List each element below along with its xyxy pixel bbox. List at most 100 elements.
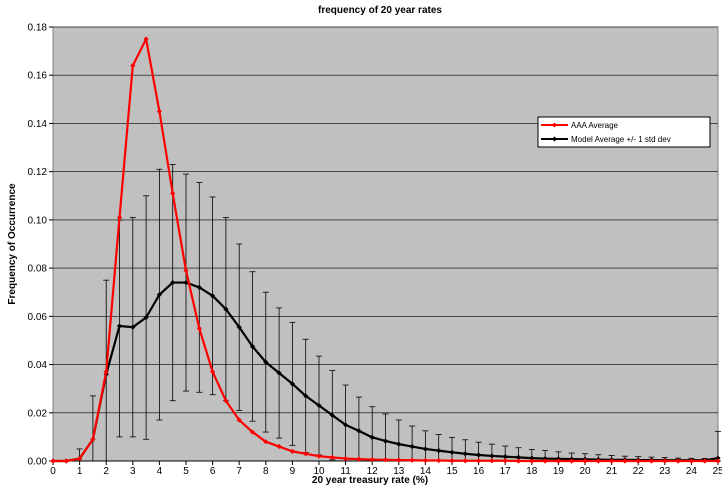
grid-lines xyxy=(53,26,718,414)
point-aaa xyxy=(236,417,242,423)
point-model xyxy=(276,370,282,376)
point-model xyxy=(409,443,415,450)
point-model xyxy=(382,438,389,444)
x-tick-label: 11 xyxy=(340,466,351,477)
x-tick-label: 10 xyxy=(313,466,325,477)
point-aaa xyxy=(436,457,442,464)
x-axis-label: 20 year treasury rate (%) xyxy=(312,475,428,485)
point-model xyxy=(422,446,428,452)
x-tick-label: 22 xyxy=(633,466,645,477)
point-aaa xyxy=(263,439,269,445)
point-aaa xyxy=(396,457,402,463)
x-tick-label: 6 xyxy=(210,466,216,477)
point-model xyxy=(489,453,495,459)
point-aaa xyxy=(303,451,309,457)
point-aaa xyxy=(116,214,123,221)
point-model xyxy=(236,324,242,330)
point-aaa xyxy=(489,458,495,464)
point-aaa xyxy=(343,455,349,462)
point-model xyxy=(329,412,335,418)
point-aaa xyxy=(555,458,561,464)
legend-label-aaa: AAA Average xyxy=(571,121,619,130)
point-aaa xyxy=(316,453,322,459)
legend-box xyxy=(537,116,711,148)
y-tick-label: 0.00 xyxy=(28,457,48,468)
x-axis-ticks: 0 1 2 3 4 5 6 7 8 9 10 11 12 13 14 15 16 17 18 19 20 21 22 23 24… xyxy=(50,460,722,477)
y-tick-label: 0.16 xyxy=(28,71,48,82)
point-model xyxy=(515,454,522,460)
point-aaa xyxy=(622,458,628,464)
point-aaa xyxy=(409,457,415,463)
point-aaa xyxy=(143,36,149,42)
point-model xyxy=(263,359,269,365)
x-tick-label: 5 xyxy=(183,466,189,477)
point-model xyxy=(316,402,322,409)
point-aaa xyxy=(382,457,389,463)
point-model xyxy=(502,454,508,460)
point-model xyxy=(170,279,176,286)
point-aaa xyxy=(289,448,295,454)
point-aaa xyxy=(210,369,216,375)
x-tick-label: 2 xyxy=(103,466,109,477)
x-tick-label: 14 xyxy=(420,466,432,477)
point-aaa xyxy=(476,458,482,464)
point-aaa xyxy=(249,429,256,435)
point-aaa xyxy=(542,458,548,464)
point-aaa xyxy=(582,458,588,464)
point-model xyxy=(156,292,162,298)
point-aaa xyxy=(356,456,362,462)
point-model xyxy=(436,448,442,454)
y-axis-ticks: 0.00 0.02 0.04 0.06 0.08 0.10 0.12 0.14 0.16 0.18 xyxy=(28,23,53,468)
point-aaa xyxy=(170,190,176,196)
point-aaa xyxy=(462,458,468,464)
point-model xyxy=(303,393,309,399)
x-tick-label: 4 xyxy=(157,466,163,477)
point-model xyxy=(356,428,362,434)
y-tick-label: 0.06 xyxy=(28,312,48,323)
x-tick-label: 15 xyxy=(446,466,458,477)
point-aaa xyxy=(276,443,282,450)
point-aaa xyxy=(715,458,721,464)
x-tick-label: 0 xyxy=(50,466,56,477)
x-tick-label: 18 xyxy=(526,466,538,477)
x-tick-label: 12 xyxy=(367,466,379,477)
point-aaa xyxy=(675,458,681,464)
y-tick-label: 0.14 xyxy=(28,119,48,130)
y-tick-label: 0.02 xyxy=(28,408,48,419)
point-aaa xyxy=(196,325,202,331)
point-model xyxy=(343,422,349,428)
point-aaa xyxy=(77,455,83,462)
point-aaa xyxy=(648,458,655,464)
point-model xyxy=(249,343,256,350)
point-model xyxy=(449,449,455,455)
point-model xyxy=(369,434,375,440)
x-tick-label: 7 xyxy=(236,466,242,477)
point-aaa xyxy=(609,458,615,464)
x-tick-label: 9 xyxy=(290,466,296,477)
legend-label-model: Model Average +/- 1 std dev xyxy=(571,135,671,144)
y-tick-label: 0.10 xyxy=(28,215,48,226)
point-aaa xyxy=(502,458,508,464)
point-aaa xyxy=(183,267,189,274)
point-model xyxy=(529,455,535,461)
point-aaa xyxy=(156,108,162,114)
point-model xyxy=(396,441,402,447)
x-tick-label: 8 xyxy=(263,466,269,477)
point-model xyxy=(476,452,482,458)
point-aaa xyxy=(702,458,708,464)
x-tick-label: 21 xyxy=(606,466,618,477)
x-tick-label: 1 xyxy=(77,466,83,477)
point-aaa xyxy=(449,458,455,464)
legend-marker-model xyxy=(552,136,557,142)
point-aaa xyxy=(369,456,375,463)
chart-title: frequency of 20 year rates xyxy=(318,5,442,16)
y-axis-label: Frequency of Occurrence xyxy=(7,183,18,305)
x-tick-label: 25 xyxy=(712,466,722,477)
legend: AAA Average Model Average +/- 1 std dev xyxy=(537,116,711,148)
point-model xyxy=(462,451,468,457)
y-tick-label: 0.04 xyxy=(28,360,48,371)
point-model xyxy=(116,323,123,329)
x-tick-label: 19 xyxy=(553,466,565,477)
point-model xyxy=(183,279,189,286)
